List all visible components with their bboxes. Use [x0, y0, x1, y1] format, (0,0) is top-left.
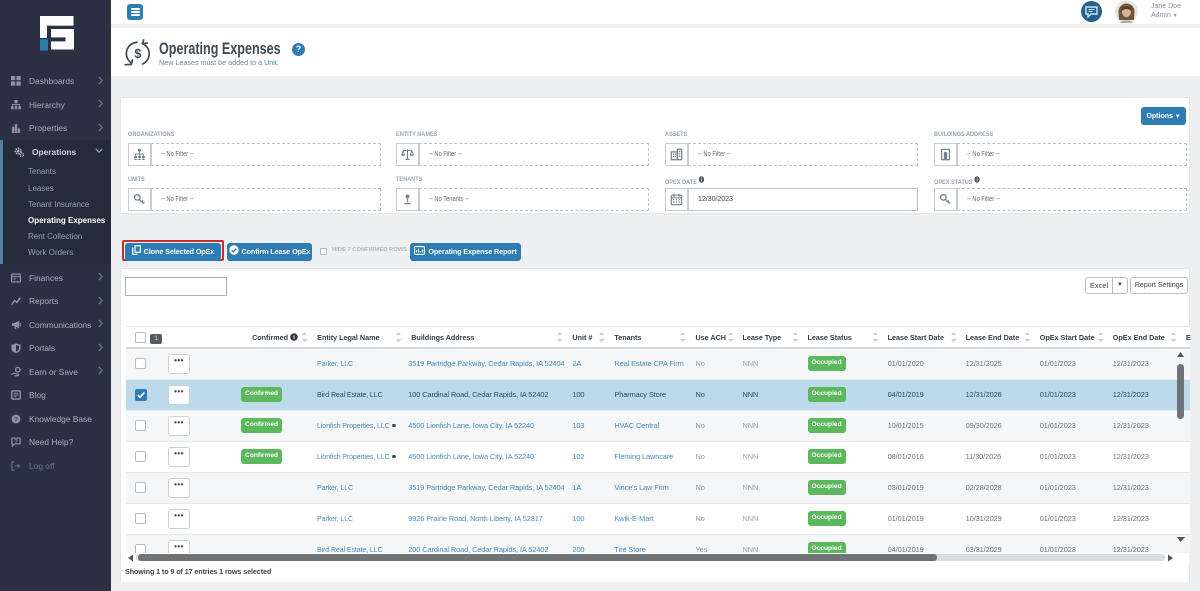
svg-text:?: ? — [14, 439, 18, 445]
svg-text:?: ? — [14, 416, 18, 423]
svg-text:$: $ — [134, 47, 141, 61]
svg-text:i: i — [976, 177, 977, 182]
svg-text:i: i — [701, 177, 702, 182]
svg-text:i: i — [293, 335, 295, 341]
